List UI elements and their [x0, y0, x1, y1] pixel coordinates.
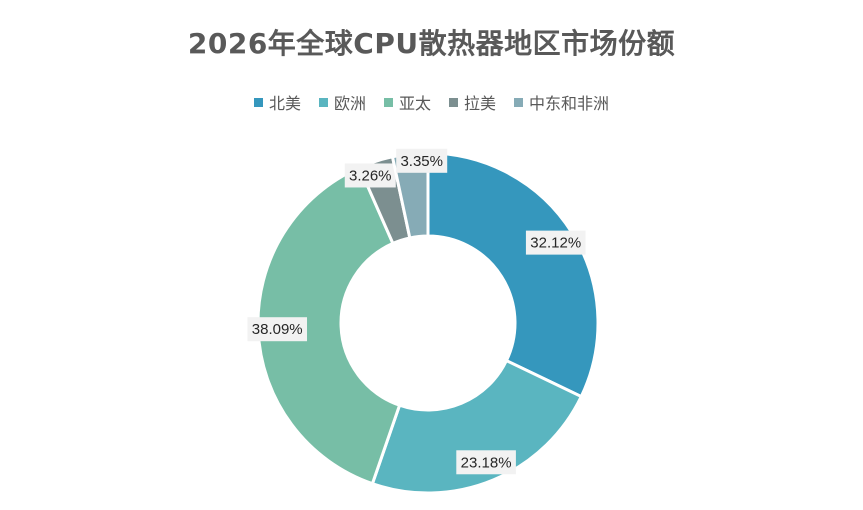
- data-label-box: [247, 317, 308, 342]
- data-label-latin-america: 3.26%: [344, 163, 396, 188]
- legend-swatch: [449, 97, 458, 107]
- legend-item-middle-east-africa[interactable]: 中东和非洲: [514, 90, 609, 114]
- data-label-north-america: 32.12%: [525, 230, 586, 255]
- data-label-box: [525, 230, 586, 255]
- slice-europe[interactable]: [370, 358, 584, 495]
- legend-swatch: [318, 97, 328, 107]
- data-label-box: [344, 163, 396, 188]
- data-label-middle-east-africa: 3.35%: [396, 148, 448, 173]
- legend-label: 中东和非洲: [529, 94, 610, 113]
- data-label-asia-pacific: 38.09%: [247, 317, 308, 342]
- data-label-text: 38.09%: [252, 321, 303, 338]
- legend-item-asia-pacific[interactable]: 亚太: [383, 90, 431, 114]
- chart-title: 2026年全球CPU散热器地区市场份额: [187, 27, 676, 60]
- slice-asia-pacific[interactable]: [256, 165, 402, 486]
- data-label-europe: 23.18%: [456, 450, 516, 475]
- legend-item-north-america[interactable]: 北美: [253, 90, 301, 114]
- data-label-text: 3.26%: [349, 167, 392, 184]
- legend-label: 拉美: [464, 94, 497, 113]
- legend-label: 亚太: [398, 94, 431, 113]
- legend-swatch: [253, 97, 263, 107]
- legend-item-europe[interactable]: 欧洲: [318, 90, 366, 114]
- legend: 北美 欧洲 亚太 拉美 中东和非洲: [0, 90, 863, 114]
- data-label-box: [396, 148, 448, 173]
- slice-north-america[interactable]: [426, 151, 600, 399]
- legend-label: 欧洲: [333, 94, 366, 113]
- data-label-text: 32.12%: [530, 235, 581, 252]
- data-label-text: 23.18%: [461, 454, 512, 471]
- legend-label: 北美: [268, 94, 301, 113]
- data-label-box: [456, 450, 516, 475]
- data-label-text: 3.35%: [400, 153, 443, 170]
- legend-swatch: [383, 97, 393, 107]
- legend-swatch: [514, 97, 524, 107]
- legend-item-latin-america[interactable]: 拉美: [449, 90, 496, 114]
